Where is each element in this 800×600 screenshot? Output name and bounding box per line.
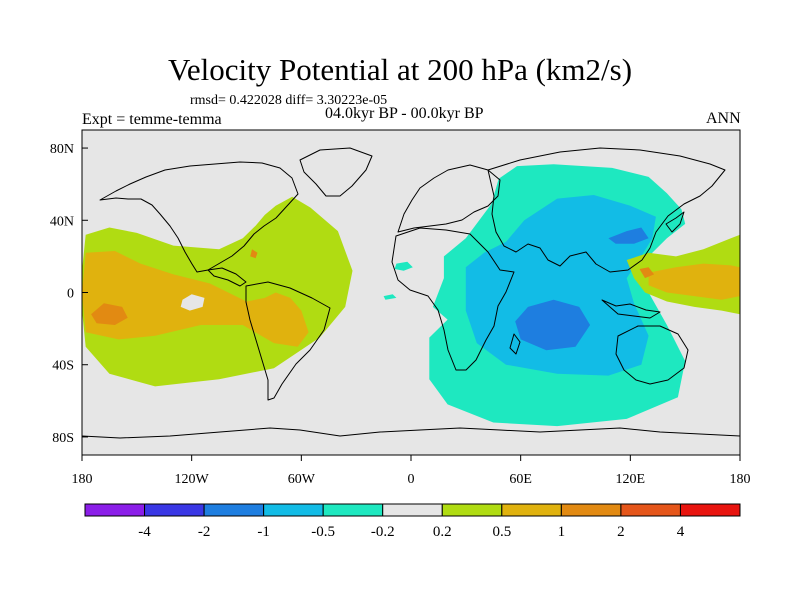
- region-indian-ocean-core: [515, 299, 591, 351]
- colorbar-box: [620, 503, 681, 517]
- region-atlantic-negative-patch: [394, 261, 413, 271]
- season-label: ANN: [706, 110, 741, 127]
- colorbar-box: [501, 503, 562, 517]
- y-tick-label: 80S: [52, 431, 74, 446]
- region-west-pacific-max: [639, 267, 655, 279]
- region-indian-ocean-negative-inner: [465, 195, 656, 376]
- colorbar-box: [263, 503, 324, 517]
- y-tick-label: 40S: [52, 359, 74, 374]
- x-tick-label: 60E: [509, 472, 532, 487]
- colorbar-label: 4: [677, 524, 685, 540]
- colorbar-box: [203, 503, 265, 517]
- x-tick-label: 180: [730, 472, 751, 487]
- coast-central-america: [207, 267, 247, 287]
- coastlines: [81, 147, 741, 439]
- y-tick-label: 80N: [50, 142, 74, 157]
- colorbar-box: [560, 503, 622, 517]
- colorbar-label: -2: [198, 524, 211, 540]
- coast-japan: [665, 211, 685, 233]
- colorbar-box: [679, 503, 741, 517]
- coast-europe: [397, 164, 501, 233]
- region-central-pacific-max: [91, 303, 128, 325]
- coast-australia: [615, 325, 689, 385]
- coast-south-america: [245, 281, 331, 401]
- colorbar-box: [441, 503, 503, 517]
- region-central-pacific-neutral-hole: [180, 294, 205, 311]
- colorbar-box: [144, 503, 205, 517]
- coast-greenland: [299, 147, 373, 197]
- x-tick-label: 180: [72, 472, 93, 487]
- colorbar-box: [84, 503, 146, 517]
- period-label: 04.0kyr BP - 00.0kyr BP: [325, 105, 484, 122]
- coast-africa: [391, 227, 515, 371]
- colorbar-label: 0.2: [433, 524, 452, 540]
- experiment-label: Expt = temme-temma: [82, 111, 222, 128]
- coast-antarctica: [81, 427, 741, 439]
- x-axis: 180 120W 60W 0 60E 120E 180: [72, 455, 751, 487]
- chart-title: Velocity Potential at 200 hPa (km2/s): [167, 52, 633, 87]
- colorbar-box: [382, 503, 443, 517]
- colorbar: -4 -2 -1 -0.5 -0.2 0.2 0.5 1 2 4: [84, 503, 741, 540]
- colorbar-label: 0.5: [492, 524, 511, 540]
- x-tick-label: 0: [408, 472, 415, 487]
- y-axis: 80N 40N 0 40S 80S: [50, 142, 88, 446]
- region-east-asia-core: [608, 227, 649, 244]
- region-atlantic-negative-patch-2: [383, 294, 397, 300]
- colorbar-label: 2: [617, 524, 625, 540]
- coast-madagascar: [509, 333, 521, 355]
- colorbar-label: 1: [558, 524, 566, 540]
- coast-indonesia: [601, 299, 661, 319]
- y-tick-label: 40N: [50, 214, 74, 229]
- coast-asia: [487, 147, 726, 273]
- colorbar-label: -0.5: [311, 524, 335, 540]
- x-tick-label: 60W: [288, 472, 316, 487]
- y-tick-label: 0: [67, 287, 74, 302]
- contour-regions: [82, 164, 740, 427]
- colorbar-label: -1: [257, 524, 270, 540]
- coast-north-america: [99, 161, 299, 273]
- colorbar-box: [322, 503, 384, 517]
- colorbar-label: -4: [138, 524, 151, 540]
- region-caribbean-max: [250, 249, 258, 259]
- x-tick-label: 120E: [616, 472, 646, 487]
- x-tick-label: 120W: [175, 472, 210, 487]
- colorbar-label: -0.2: [371, 524, 395, 540]
- region-west-pacific-positive-inner: [648, 263, 740, 300]
- stats-text: rmsd= 0.422028 diff= 3.30223e-05: [190, 93, 388, 108]
